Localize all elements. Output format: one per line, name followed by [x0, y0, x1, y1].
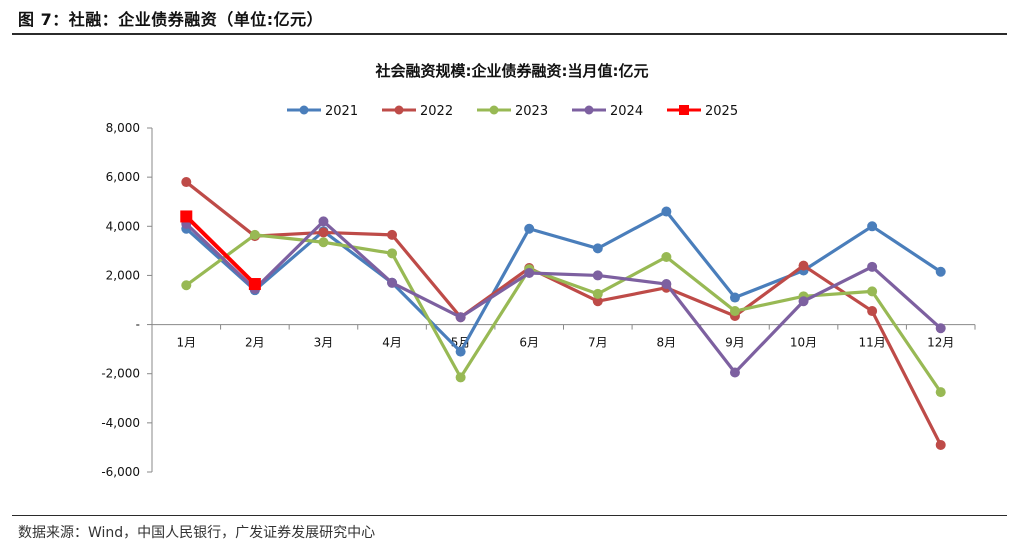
data-point: [592, 296, 603, 307]
figure-title: 图 7：社融：企业债券融资（单位:亿元）: [18, 10, 324, 29]
data-point: [729, 306, 740, 317]
data-point: [455, 312, 466, 323]
data-point: [661, 252, 672, 262]
x-tick-label: 10月: [790, 336, 817, 350]
data-point: [935, 266, 946, 277]
legend-item: 2021: [287, 104, 358, 119]
x-tick-label: 4月: [382, 336, 402, 350]
series-2024: [181, 216, 946, 378]
data-point: [592, 288, 603, 299]
legend-marker: [394, 105, 404, 115]
data-point: [387, 248, 398, 259]
legend-label: 2024: [610, 104, 643, 119]
y-tick-label: -2,000: [101, 367, 140, 381]
series-line: [185, 180, 943, 446]
legend-label: 2025: [705, 104, 738, 119]
y-tick-label: 2,000: [106, 268, 140, 282]
y-tick-label: -: [136, 318, 140, 332]
y-tick-label: 8,000: [106, 121, 140, 135]
data-point: [729, 292, 740, 303]
data-point: [798, 260, 809, 271]
y-tick-label: -6,000: [101, 465, 140, 479]
legend-marker: [299, 105, 309, 115]
data-point: [867, 306, 878, 317]
legend-item: 2023: [477, 104, 548, 119]
legend-marker: [489, 105, 499, 115]
x-tick-label: 6月: [519, 336, 539, 350]
data-point: [524, 267, 535, 278]
data-point: [248, 278, 261, 291]
data-point: [180, 210, 193, 223]
legend-item: 2025: [667, 104, 738, 119]
data-point: [181, 280, 192, 291]
x-tick-label: 2月: [245, 336, 265, 350]
data-point: [661, 279, 672, 290]
legend-marker: [584, 105, 594, 115]
x-tick-label: 12月: [927, 336, 954, 350]
series-2022: [181, 177, 946, 450]
legend-label: 2022: [420, 104, 453, 119]
data-point: [387, 229, 398, 240]
data-point: [387, 277, 398, 288]
x-tick-label: 7月: [588, 336, 608, 350]
data-point: [867, 261, 878, 272]
x-tick-label: 9月: [725, 336, 745, 350]
x-tick-label: 3月: [314, 336, 334, 350]
data-point: [867, 221, 878, 232]
series-group: [180, 177, 946, 450]
x-tick-label: 8月: [657, 336, 677, 350]
series-2025: [180, 210, 261, 291]
data-point: [661, 206, 672, 217]
y-tick-label: 6,000: [106, 170, 140, 184]
series-line: [184, 215, 257, 286]
data-point: [729, 367, 740, 378]
legend-item: 2022: [382, 104, 453, 119]
data-point: [318, 237, 329, 248]
data-point: [181, 177, 192, 188]
data-point: [249, 229, 260, 240]
data-point: [524, 223, 535, 234]
data-point: [318, 227, 329, 238]
data-point: [318, 216, 329, 227]
data-point: [592, 243, 603, 254]
top-divider: [12, 33, 1007, 35]
data-point: [592, 270, 603, 281]
x-tick-label: 1月: [176, 336, 196, 350]
data-point: [867, 286, 878, 297]
y-axis: 8,000 6,000 4,000 2,000 - -2,000 -4,000 -6,000: [101, 121, 153, 479]
legend-item: 2024: [572, 104, 643, 119]
x-axis: 1月 2月 3月 4月 5月 6月 7月 8月 9月 10月 11月 12月: [151, 324, 976, 350]
data-point: [935, 323, 946, 334]
series-line: [185, 233, 943, 394]
data-point: [935, 439, 946, 450]
y-tick-label: -4,000: [101, 416, 140, 430]
source-note: 数据来源：Wind，中国人民银行，广发证券发展研究中心: [18, 525, 376, 541]
data-point: [798, 296, 809, 307]
line-chart: 社会融资规模:企业债券融资:当月值:亿元 2021 2022 2023 2024 202…: [101, 62, 976, 479]
legend-label: 2023: [515, 104, 548, 119]
y-tick-label: 4,000: [106, 219, 140, 233]
data-point: [455, 372, 466, 383]
chart-title: 社会融资规模:企业债券融资:当月值:亿元: [375, 62, 649, 80]
series-line: [185, 219, 942, 375]
legend-marker: [679, 105, 689, 115]
legend: 2021 2022 2023 2024 2025: [287, 104, 738, 119]
x-tick-label: 11月: [858, 336, 885, 350]
data-point: [455, 346, 466, 357]
legend-label: 2021: [325, 104, 358, 119]
bottom-divider: [12, 515, 1007, 516]
data-point: [935, 387, 946, 398]
